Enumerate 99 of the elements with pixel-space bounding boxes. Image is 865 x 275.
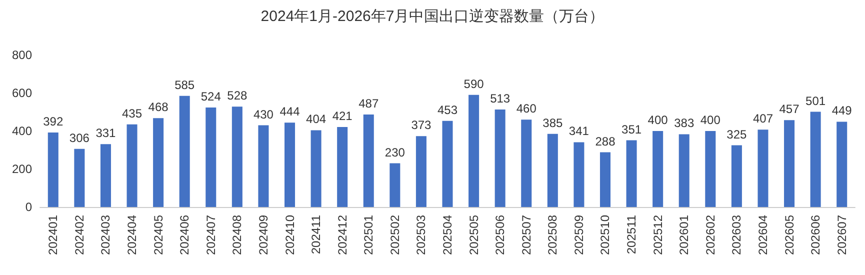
bar (179, 96, 190, 207)
data-label: 430 (253, 107, 274, 122)
bar (626, 140, 637, 207)
x-tick-label: 202404 (125, 214, 140, 256)
x-tick-label: 202606 (808, 214, 823, 256)
y-tick-label: 0 (25, 200, 32, 214)
x-tick-label: 202511 (624, 214, 639, 254)
data-label: 460 (516, 102, 537, 116)
bar (206, 107, 216, 207)
bar (258, 125, 269, 207)
bar (521, 120, 532, 207)
data-label: 385 (542, 116, 563, 130)
bar (100, 144, 111, 207)
x-tick-label: 202410 (282, 214, 297, 256)
bar (284, 122, 296, 207)
y-tick-label: 400 (12, 124, 32, 138)
x-tick-label: 202601 (677, 214, 692, 256)
data-label: 325 (726, 127, 748, 142)
data-label: 449 (832, 104, 852, 118)
x-tick-label: 202508 (546, 214, 560, 256)
data-label: 404 (306, 112, 326, 126)
bar (810, 112, 821, 207)
bar (126, 124, 138, 207)
bar (784, 120, 795, 207)
x-tick-label: 202507 (519, 214, 534, 256)
data-label: 590 (464, 76, 484, 91)
data-label: 585 (174, 78, 195, 92)
y-tick-label: 200 (12, 162, 32, 176)
x-tick-label: 202510 (598, 214, 612, 256)
data-label: 400 (700, 113, 721, 127)
bar (232, 106, 242, 207)
x-tick-label: 202505 (466, 214, 481, 256)
x-tick-label: 202509 (572, 214, 586, 256)
x-tick-label: 202604 (756, 214, 770, 256)
bar (416, 136, 426, 207)
data-label: 501 (806, 94, 826, 108)
bar (600, 152, 610, 207)
x-tick-label: 202407 (204, 214, 218, 256)
bar (468, 94, 480, 207)
data-label: 288 (595, 134, 616, 148)
x-tick-label: 202603 (730, 214, 744, 256)
bar (153, 118, 164, 207)
data-label: 373 (411, 118, 432, 132)
x-tick-label: 202602 (703, 214, 718, 256)
data-label: 351 (622, 122, 642, 136)
x-tick-label: 202408 (230, 214, 244, 256)
bar (758, 130, 768, 207)
data-label: 457 (779, 102, 800, 116)
x-tick-label: 202405 (151, 214, 166, 256)
x-tick-label: 202403 (98, 214, 113, 256)
x-tick-label: 202607 (834, 214, 849, 256)
x-tick-label: 202512 (650, 214, 665, 256)
data-label: 528 (227, 88, 248, 103)
y-tick-label: 800 (12, 48, 32, 62)
data-label: 407 (752, 112, 774, 126)
bar (74, 148, 85, 207)
bar (547, 134, 558, 207)
bar (337, 127, 348, 207)
x-tick-label: 202406 (178, 214, 192, 256)
data-label: 444 (280, 104, 300, 119)
x-tick-label: 202411 (309, 214, 324, 254)
data-label: 230 (384, 145, 406, 160)
x-tick-label: 202402 (72, 214, 86, 256)
data-label: 392 (43, 114, 64, 129)
bar (678, 134, 690, 207)
data-label: 331 (96, 126, 116, 140)
bar (48, 132, 58, 207)
data-label: 453 (437, 102, 458, 117)
bar (363, 114, 374, 207)
data-label: 306 (69, 130, 90, 145)
data-label: 435 (122, 106, 142, 120)
x-tick-label: 202412 (335, 214, 350, 256)
data-label: 421 (332, 109, 353, 124)
bar (494, 110, 506, 207)
x-tick-label: 202506 (493, 214, 508, 256)
bar (652, 131, 664, 207)
bar (442, 120, 453, 207)
bar (310, 130, 322, 207)
x-tick-label: 202409 (256, 214, 270, 256)
x-tick-label: 202501 (362, 214, 376, 256)
bar (390, 163, 400, 207)
data-label: 468 (148, 100, 169, 114)
x-tick-label: 202401 (46, 214, 60, 256)
y-tick-label: 600 (12, 86, 32, 100)
data-label: 383 (674, 116, 694, 130)
bar (574, 142, 584, 207)
data-label: 400 (648, 113, 668, 127)
data-label: 341 (568, 124, 590, 138)
x-tick-label: 202502 (388, 214, 402, 256)
x-tick-label: 202503 (414, 214, 428, 256)
chart-title: 2024年1月-2026年7月中国出口逆变器数量（万台） (260, 8, 604, 25)
bar (705, 131, 716, 207)
bar (836, 122, 848, 207)
x-tick-label: 202605 (782, 214, 796, 256)
data-label: 487 (358, 96, 379, 110)
x-tick-label: 202504 (440, 214, 454, 256)
bar (731, 145, 742, 207)
data-label: 524 (200, 89, 222, 104)
data-label: 513 (490, 92, 510, 106)
